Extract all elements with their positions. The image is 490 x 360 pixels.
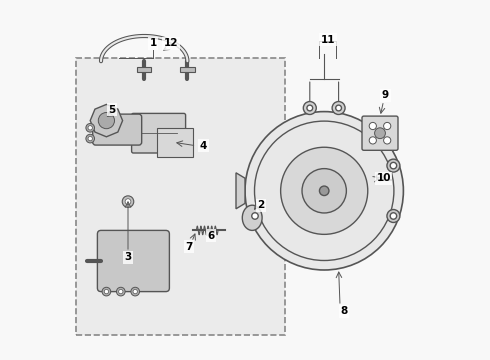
Bar xyxy=(137,67,151,72)
Circle shape xyxy=(390,162,396,169)
Circle shape xyxy=(119,289,123,294)
Circle shape xyxy=(252,213,258,219)
Circle shape xyxy=(125,199,131,204)
Text: 10: 10 xyxy=(376,173,391,183)
Circle shape xyxy=(390,213,396,219)
Polygon shape xyxy=(90,104,122,137)
FancyBboxPatch shape xyxy=(98,230,170,292)
Circle shape xyxy=(303,102,316,114)
Bar xyxy=(157,128,193,157)
Circle shape xyxy=(307,105,313,111)
Text: 1: 1 xyxy=(149,38,157,48)
Circle shape xyxy=(131,287,140,296)
Polygon shape xyxy=(236,173,245,209)
Circle shape xyxy=(98,112,115,129)
Circle shape xyxy=(387,159,400,172)
Circle shape xyxy=(384,122,391,130)
Circle shape xyxy=(302,168,346,213)
Bar xyxy=(180,67,195,72)
Circle shape xyxy=(86,123,95,132)
Circle shape xyxy=(133,289,137,294)
Circle shape xyxy=(369,122,376,130)
Circle shape xyxy=(387,210,400,222)
Text: 2: 2 xyxy=(258,200,265,210)
Circle shape xyxy=(86,134,95,143)
Ellipse shape xyxy=(242,205,262,230)
Circle shape xyxy=(248,210,262,222)
Circle shape xyxy=(104,289,109,294)
Bar xyxy=(76,58,285,335)
Circle shape xyxy=(254,121,394,261)
Circle shape xyxy=(281,147,368,234)
FancyBboxPatch shape xyxy=(362,116,398,150)
Text: 6: 6 xyxy=(207,231,215,241)
Circle shape xyxy=(122,196,134,207)
Circle shape xyxy=(369,137,376,144)
FancyBboxPatch shape xyxy=(93,114,142,145)
Circle shape xyxy=(245,112,403,270)
Circle shape xyxy=(88,136,92,141)
Text: 3: 3 xyxy=(124,252,132,262)
Circle shape xyxy=(88,126,92,130)
Circle shape xyxy=(319,186,329,195)
Circle shape xyxy=(332,102,345,114)
Circle shape xyxy=(102,287,111,296)
Circle shape xyxy=(384,137,391,144)
Text: 9: 9 xyxy=(382,90,389,100)
FancyBboxPatch shape xyxy=(132,113,186,153)
Text: 8: 8 xyxy=(341,306,347,316)
Text: 12: 12 xyxy=(164,38,178,48)
Text: 4: 4 xyxy=(200,141,207,151)
Text: 5: 5 xyxy=(108,105,116,115)
Circle shape xyxy=(374,128,386,139)
Circle shape xyxy=(117,287,125,296)
Circle shape xyxy=(336,105,342,111)
Text: 11: 11 xyxy=(320,35,335,45)
Text: 7: 7 xyxy=(186,242,193,252)
